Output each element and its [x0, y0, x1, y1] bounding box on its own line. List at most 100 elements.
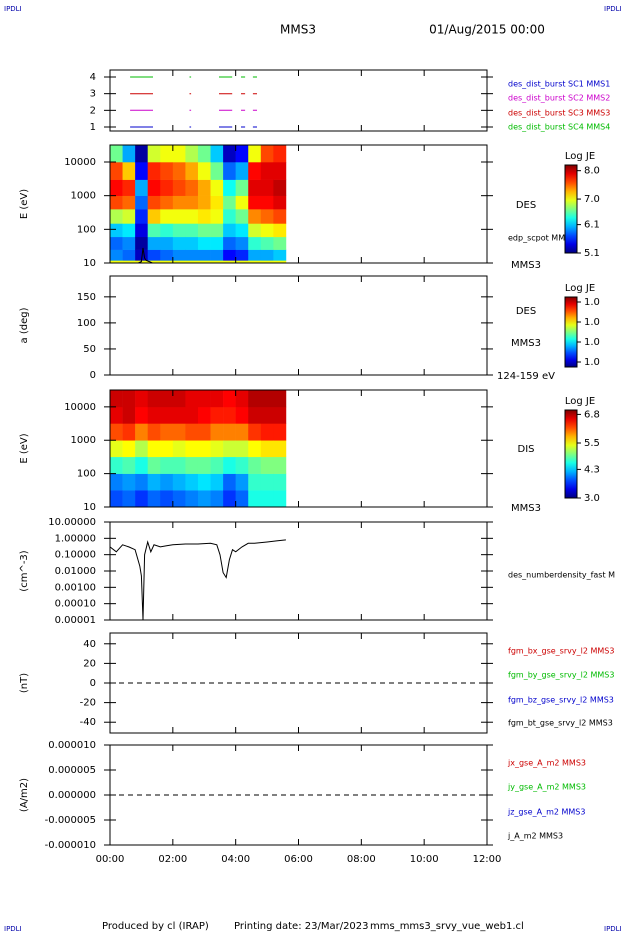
heatmap-cell [273, 490, 287, 508]
heatmap-cell [185, 145, 199, 163]
heatmap-cell [135, 423, 148, 441]
heatmap-cell [223, 473, 236, 491]
heatmap-cell [248, 162, 262, 180]
heatmap-cell [122, 249, 136, 261]
panel-label: MMS3 [511, 338, 541, 349]
plot-frame [109, 69, 488, 132]
heatmap-cell [185, 456, 199, 474]
heatmap-cell [260, 440, 274, 458]
heatmap-cell [110, 456, 123, 474]
heatmap-cell [210, 223, 224, 238]
heatmap-cell [248, 209, 262, 224]
heatmap-cell [260, 179, 274, 196]
heatmap-cell [185, 209, 199, 224]
heatmap-cell [197, 179, 211, 196]
heatmap-cell [135, 179, 148, 196]
heatmap-cell [210, 440, 224, 458]
heatmap-cell [122, 145, 136, 163]
legend-label: des_dist_burst SC2 MMS2 [508, 94, 610, 103]
heatmap-cell [223, 260, 236, 264]
heatmap-cell [147, 145, 161, 163]
x-tick-label: 02:00 [158, 854, 187, 865]
y-tick-label: 100 [77, 224, 96, 235]
heatmap-cell [185, 423, 199, 441]
heatmap-cell [172, 209, 186, 224]
heatmap-cell [197, 260, 211, 264]
heatmap-cell [122, 456, 136, 474]
heatmap-cell [147, 423, 161, 441]
y-tick-label: 10 [83, 502, 96, 513]
legend-label: jy_gse_A_m2 MMS3 [507, 783, 586, 792]
heatmap-cell [110, 440, 123, 458]
x-tick-label: 06:00 [284, 854, 313, 865]
y-axis-label: E (eV) [19, 433, 30, 463]
heatmap-cell [122, 440, 136, 458]
heatmap-cell [210, 249, 224, 261]
colorbar-tick-label: 6.8 [584, 409, 600, 420]
y-tick-label: 1000 [71, 191, 96, 202]
legend-label: des_dist_burst SC4 MMS4 [508, 123, 610, 132]
colorbar-tick-label: 3.0 [584, 493, 600, 504]
heatmap-cell [235, 195, 249, 210]
heatmap-cell [260, 145, 274, 163]
heatmap-cell [223, 236, 236, 250]
colorbar-tick-label: 8.0 [584, 166, 600, 177]
heatmap-cell [273, 195, 287, 210]
heatmap-cell [210, 209, 224, 224]
heatmap-cell [110, 145, 123, 163]
heatmap-cell [248, 145, 262, 163]
heatmap-cell [273, 260, 287, 264]
colorbar-tick-label: 4.3 [584, 464, 600, 475]
heatmap-cell [110, 406, 123, 424]
heatmap-cell [147, 490, 161, 508]
heatmap-cell [110, 162, 123, 180]
panel-label: 124-159 eV [497, 371, 555, 382]
heatmap-cell [248, 236, 262, 250]
heatmap-cell [260, 236, 274, 250]
y-tick-label: 0.00100 [55, 582, 96, 593]
heatmap-cell [172, 423, 186, 441]
heatmap-cell [210, 145, 224, 163]
heatmap-cell [235, 209, 249, 224]
y-tick-label: 3 [90, 89, 96, 100]
heatmap-cell [135, 145, 148, 163]
heatmap-cell [273, 440, 287, 458]
heatmap-cell [147, 473, 161, 491]
heatmap-cell [185, 162, 199, 180]
heatmap-cell [235, 473, 249, 491]
corner-label: IPDLI [604, 5, 622, 13]
colorbar-tick-label: 1.0 [584, 317, 600, 328]
panel-label: DES [516, 306, 536, 317]
heatmap-cell [223, 440, 236, 458]
heatmap-cell [235, 249, 249, 261]
heatmap-cell [197, 390, 211, 408]
heatmap-cell [160, 249, 174, 261]
heatmap-cell [248, 406, 262, 424]
heatmap-cell [197, 406, 211, 424]
y-tick-label: 150 [77, 292, 96, 303]
heatmap-cell [210, 456, 224, 474]
heatmap-cell [210, 179, 224, 196]
legend-label: jz_gse_A_m2 MMS3 [507, 808, 585, 817]
date: 01/Aug/2015 00:00 [429, 23, 545, 37]
y-tick-label: 0.000010 [48, 740, 96, 751]
colorbar-tick-label: 5.1 [584, 248, 600, 259]
colorbar [564, 164, 578, 254]
heatmap-cell [235, 179, 249, 196]
footer-text: mms_mms3_srvy_vue_web1.cl [370, 921, 524, 932]
heatmap-cell [248, 390, 262, 408]
heatmap-cell [223, 249, 236, 261]
heatmap-cell [160, 179, 174, 196]
x-tick-label: 12:00 [473, 854, 502, 865]
heatmap-cell [110, 236, 123, 250]
heatmap-cell [185, 490, 199, 508]
heatmap-cell [260, 249, 274, 261]
heatmap-cell [210, 195, 224, 210]
panel-label: MMS3 [511, 503, 541, 514]
panel-label: DIS [518, 444, 535, 455]
heatmap-cell [235, 145, 249, 163]
legend-label: des_dist_burst SC1 MMS1 [508, 80, 610, 89]
heatmap-cell [160, 223, 174, 238]
y-axis-label: (nT) [19, 673, 30, 693]
heatmap-cell [260, 390, 274, 408]
